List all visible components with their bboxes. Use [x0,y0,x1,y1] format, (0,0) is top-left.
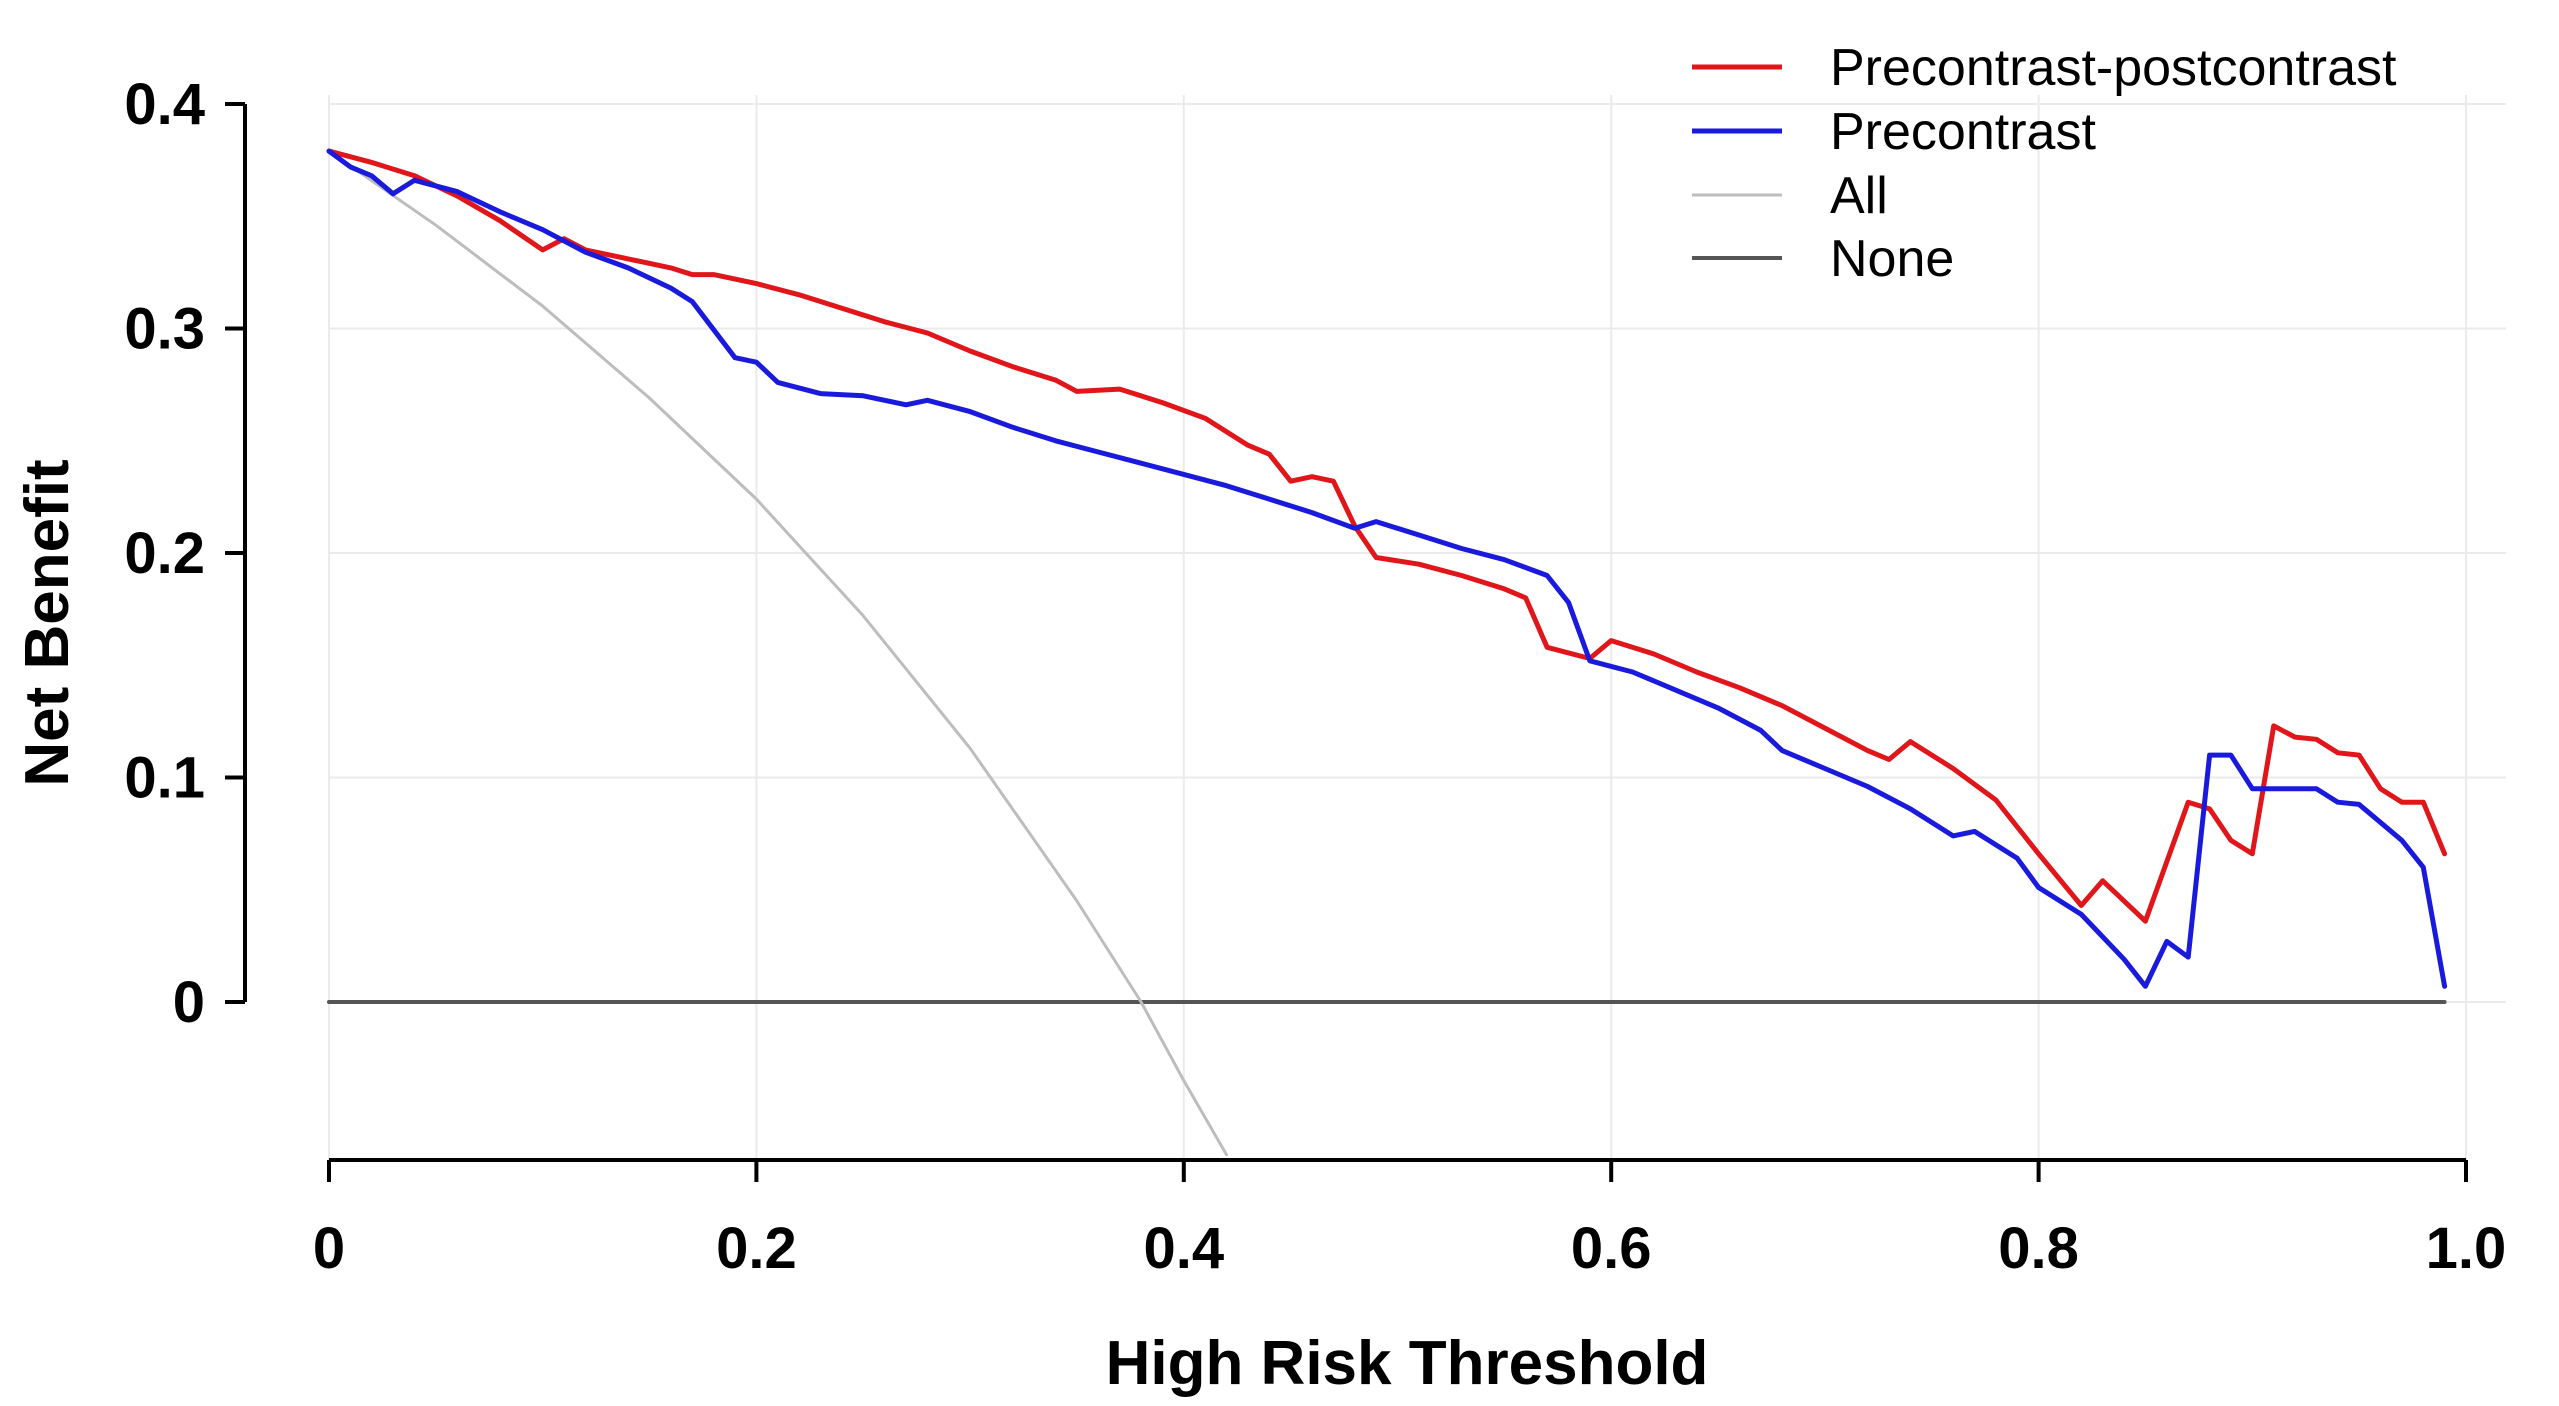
series-lines [326,148,2448,1157]
y-axis-title: Net Benefit [13,459,82,786]
legend-label: All [1830,167,1888,225]
legend-label: Precontrast [1830,103,2096,161]
legend: Precontrast-postcontrast Precontrast AllNo… [1692,39,2397,288]
legend-label: Precontrast-postcontrast [1830,39,2397,97]
x-tick-label: 0.6 [1571,1216,1652,1281]
x-tick-label: 0 [313,1216,345,1281]
y-tick-label: 0.3 [124,297,205,362]
tick-labels: 0 0.1 0.2 0.3 0.4 0 0.2 0.4 0.6 0.8 1.0 [124,72,2506,1281]
series-line-precontrast-postcontrast [326,148,2448,924]
y-tick-label: 0.1 [124,746,205,811]
x-tick-label: 0.8 [1998,1216,2079,1281]
x-tick-label: 0.4 [1143,1216,1224,1281]
y-tick-label: 0.4 [124,72,205,137]
series-line-precontrast [326,148,2448,989]
series-line-all [327,149,1228,1157]
x-tick-label: 1.0 [2426,1216,2507,1281]
axes [225,102,2468,1182]
x-axis-title: High Risk Threshold [1106,1329,1709,1398]
grid-lines [328,95,2506,1160]
y-tick-label: 0 [173,970,205,1035]
y-tick-label: 0.2 [124,521,205,586]
legend-label: None [1830,230,1954,288]
x-tick-label: 0.2 [716,1216,797,1281]
